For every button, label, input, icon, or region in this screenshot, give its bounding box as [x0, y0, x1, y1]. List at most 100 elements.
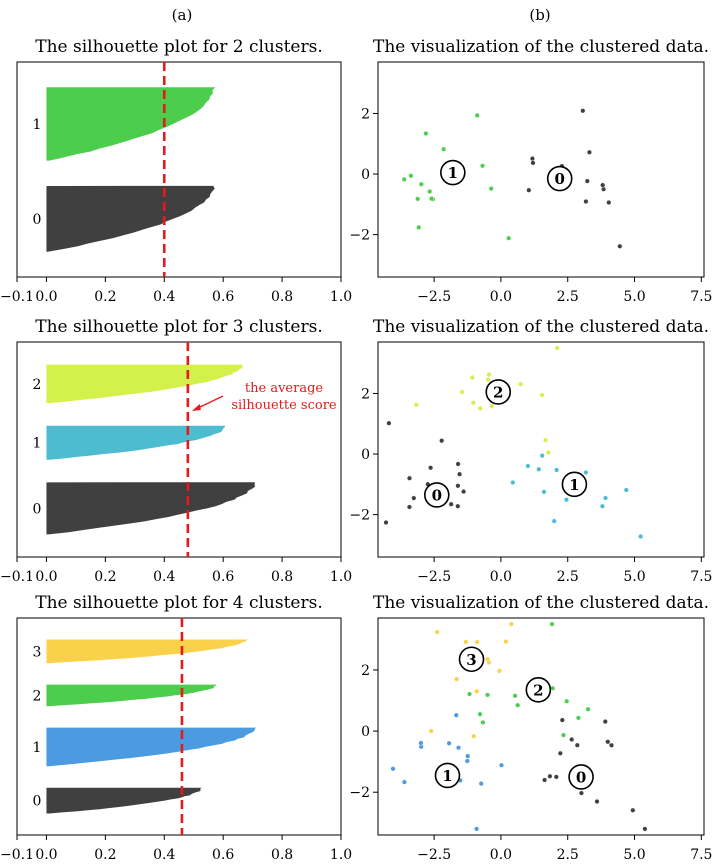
scatter-point-3: [474, 639, 480, 645]
scatter-point-3: [474, 688, 480, 694]
x-tick-label: 2.5: [557, 569, 579, 585]
scatter-point-3: [454, 676, 460, 682]
scatter-point-3: [471, 733, 477, 739]
scatter-point-1: [429, 196, 435, 202]
column-label-a: (a): [172, 6, 193, 24]
scatter-point-0: [559, 717, 565, 723]
scatter-point-0: [583, 198, 589, 204]
scatter-point-2: [469, 375, 475, 381]
x-tick-label: 5.0: [623, 847, 645, 863]
scatter-point-1: [423, 130, 429, 136]
y-tick-label: 0: [361, 447, 370, 463]
scatter-point-2: [477, 405, 483, 411]
scatter-point-1: [408, 173, 414, 179]
cluster-center-label-1: 1: [569, 476, 579, 494]
x-tick-label: 0.6: [212, 847, 234, 863]
scatter-point-2: [413, 402, 419, 408]
scatter-point-0: [455, 483, 461, 489]
y-tick-label: −2: [349, 508, 370, 524]
scatter-point-0: [383, 520, 389, 526]
scatter-point-1: [456, 745, 462, 751]
silhouette-band-0: [46, 787, 202, 814]
scatter-point-1: [623, 487, 629, 493]
x-tick-label: 0.6: [212, 289, 234, 305]
scatter-point-2: [543, 437, 549, 443]
scatter-point-1: [474, 112, 480, 118]
scatter-point-1: [401, 176, 407, 182]
scatter-point-0: [407, 475, 413, 481]
scatter-point-1: [418, 181, 424, 187]
x-tick-label: 7.5: [690, 847, 712, 863]
x-tick-label: 0.4: [153, 569, 175, 585]
scatter-point-1: [446, 740, 452, 746]
silhouette-band-1: [40, 425, 225, 460]
silhouette-band-3: [46, 639, 248, 664]
scatter-point-0: [617, 243, 623, 249]
scatter-point-2: [489, 403, 495, 409]
scatter-point-3: [497, 668, 503, 674]
scatter-point-0: [557, 750, 563, 756]
axes-frame: [377, 341, 705, 558]
x-tick-label: 2.5: [557, 847, 579, 863]
scatter-point-1: [525, 463, 531, 469]
scatter-point-1: [554, 467, 560, 473]
scatter-point-0: [529, 156, 535, 162]
scatter-point-1: [453, 712, 459, 718]
scatter-point-3: [463, 639, 469, 645]
cluster-center-label-1: 1: [442, 767, 452, 785]
x-tick-label: 0.0: [35, 847, 57, 863]
cluster-center-label-3: 3: [466, 651, 476, 669]
scatter-point-2: [518, 381, 524, 387]
scatter-point-2: [564, 698, 570, 704]
scatter-point-2: [485, 377, 491, 383]
x-tick-label: 0.2: [94, 569, 116, 585]
scatter-point-0: [642, 826, 648, 832]
y-tick-label: 2: [361, 663, 370, 679]
scatter-point-2: [554, 345, 560, 351]
y-tick-label: 2: [361, 386, 370, 402]
scatter-point-0: [569, 737, 575, 743]
cluster-label-0: 0: [33, 212, 42, 228]
cluster-center-label-2: 2: [493, 383, 503, 401]
scatter-point-3: [508, 621, 514, 627]
scatter-point-1: [499, 762, 505, 768]
cluster-center-marker-2: [525, 677, 552, 703]
x-tick-label: 5.0: [623, 289, 645, 305]
scatter-point-0: [542, 777, 548, 783]
scatter-point-3: [503, 639, 509, 645]
cluster-label-1: 1: [33, 436, 42, 452]
x-tick-label: 0.8: [271, 289, 293, 305]
cluster-label-0: 0: [33, 501, 42, 517]
plot-title: The visualization of the clustered data.: [373, 37, 709, 57]
scatter-point-0: [553, 774, 559, 780]
scatter-point-1: [563, 497, 569, 503]
scatter-point-1: [536, 466, 542, 472]
cluster-center-label-1: 1: [448, 164, 458, 182]
cluster-center-marker-0: [423, 482, 450, 508]
x-tick-label: 1.0: [330, 289, 352, 305]
scatter-point-0: [439, 438, 445, 444]
scatter-point-3: [428, 728, 434, 734]
scatter-point-1: [510, 480, 516, 486]
y-tick-label: 2: [361, 106, 370, 122]
scatter-plot-3: The visualization of the clustered data.…: [349, 317, 712, 585]
silhouette-band-0: [46, 185, 215, 252]
x-tick-label: 1.0: [330, 569, 352, 585]
annotation-line-2: silhouette score: [231, 398, 337, 413]
x-tick-label: 0.8: [271, 847, 293, 863]
plot-title: The visualization of the clustered data.: [373, 593, 709, 613]
x-tick-label: 1.0: [330, 847, 352, 863]
cluster-label-1: 1: [33, 740, 42, 756]
scatter-point-1: [401, 779, 407, 785]
scatter-point-1: [488, 186, 494, 192]
axes-frame: [377, 617, 705, 836]
scatter-point-1: [478, 781, 484, 787]
scatter-point-0: [406, 504, 412, 510]
scatter-point-3: [485, 656, 491, 662]
scatter-plot-5: The visualization of the clustered data.…: [349, 593, 712, 863]
scatter-point-0: [594, 799, 600, 805]
scatter-point-0: [605, 739, 611, 745]
cluster-label-0: 0: [33, 794, 42, 810]
x-tick-label: 2.5: [557, 289, 579, 305]
y-tick-label: −2: [349, 785, 370, 801]
